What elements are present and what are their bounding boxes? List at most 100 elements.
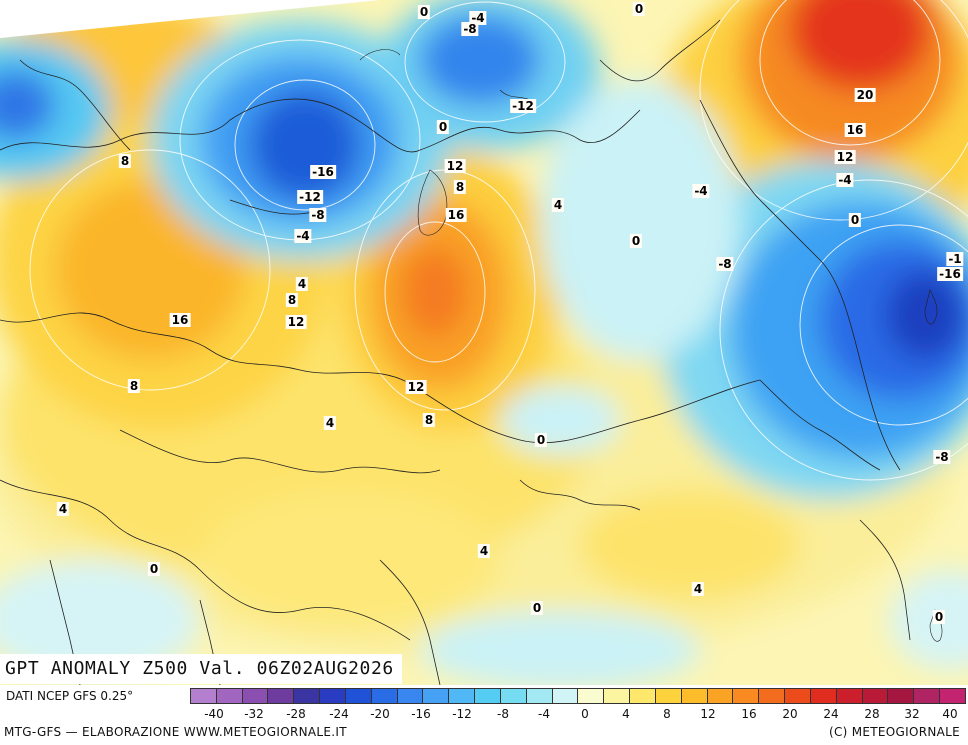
color-scale-cell [836,689,863,703]
contour-label: -8 [933,450,951,464]
color-scale-cell [759,689,786,703]
color-scale-tick-label: 40 [942,707,958,721]
color-scale-cell [500,689,527,703]
credit-text: MTG-GFS — ELABORAZIONE WWW.METEOGIORNALE… [4,725,347,739]
contour-label: -1 [946,252,964,266]
color-scale-tick-label: -28 [286,707,306,721]
contour-label: -8 [716,257,734,271]
data-source: DATI NCEP GFS 0.25° [6,689,134,703]
contour-label: -16 [310,165,336,179]
contour-label: 0 [436,120,450,134]
color-scale-cell [630,689,656,703]
contour-label: -4 [294,229,312,243]
contour-label: 8 [422,413,436,427]
color-scale-cell [862,689,889,703]
color-scale-tick-label: 28 [864,707,880,721]
contour-label: 16 [844,123,866,137]
color-scale-cell [191,689,217,703]
contour-label: 20 [854,88,876,102]
contour-label: 12 [444,159,466,173]
contour-label: -8 [309,208,327,222]
contour-label: 0 [629,234,643,248]
contour-label: 16 [445,208,467,222]
color-scale-cell [655,689,682,703]
color-scale-cell [785,689,811,703]
contour-label: 0 [530,601,544,615]
map-title: GPT ANOMALY Z500 Val. 06Z02AUG2026 [0,654,402,684]
contour-label: 12 [834,150,856,164]
color-scale-tick-label: -8 [497,707,509,721]
color-scale-cell [397,689,424,703]
color-scale-tick-label: -4 [538,707,550,721]
contour-label: 8 [285,293,299,307]
color-scale-tick-label: -32 [244,707,264,721]
contour-label: 8 [127,379,141,393]
anomaly-field [0,0,968,685]
color-scale-tick-label: 8 [663,707,671,721]
color-scale-cell [578,689,605,703]
copyright-text: (C) METEOGIORNALE [828,725,960,739]
color-scale-cell [888,689,915,703]
contour-label: -12 [510,99,536,113]
footer: DATI NCEP GFS 0.25° -40 -32 -28 -24 -20 -16 -1… [0,685,968,745]
contour-label: -4 [692,184,710,198]
color-scale-tick-label: 4 [622,707,630,721]
contour-label: -12 [297,190,323,204]
contour-label: 0 [417,5,431,19]
contour-label: 4 [323,416,337,430]
contour-label: 8 [453,180,467,194]
color-scale-tick-label: 0 [581,707,589,721]
color-scale-cell [268,689,295,703]
color-scale-tick-label: 12 [700,707,716,721]
color-scale-tick-label: 24 [823,707,839,721]
contour-label: 4 [295,277,309,291]
color-scale-cell [423,689,450,703]
color-scale-cell [371,689,398,703]
contour-label: 0 [147,562,161,576]
run-label: RUN GFS 17JUL2026 18Z [6,1,194,17]
color-scale-tick-label: -20 [370,707,390,721]
contour-label: 0 [932,610,946,624]
color-scale-cell [552,689,579,703]
contour-label: 4 [691,582,705,596]
color-scale-cell [681,689,708,703]
contour-label: 8 [118,154,132,168]
color-scale-cell [345,689,372,703]
contour-label: 12 [405,380,427,394]
color-scale-tick-label: 32 [904,707,920,721]
color-scale-ticks: -40 -32 -28 -24 -20 -16 -12 -8 -4 0 4 8 12 16 20 24 28 32… [190,707,966,723]
contour-label: -8 [461,22,479,36]
color-scale-tick-label: 16 [741,707,757,721]
anomaly-map: RUN GFS 17JUL2026 18Z 0 -4 -8 0 20 -12 0 16 -16 8… [0,0,968,685]
contour-label: 12 [285,315,307,329]
contour-label: -16 [937,267,963,281]
color-scale-cell [810,689,837,703]
color-scale-cell [604,689,631,703]
color-scale-cell [320,689,346,703]
color-scale-tick-label: -12 [452,707,472,721]
color-scale-cell [914,689,941,703]
color-scale-tick-label: -40 [204,707,224,721]
contour-label: -4 [469,11,487,25]
color-scale-tick-label: -24 [329,707,349,721]
contour-label: 4 [551,198,565,212]
color-scale-cell [294,689,321,703]
color-scale [190,688,966,704]
contour-label: 0 [848,213,862,227]
contour-label: 4 [56,502,70,516]
color-scale-cell [449,689,476,703]
color-scale-cell [940,689,965,703]
contour-label: 0 [534,433,548,447]
contour-label: 4 [477,544,491,558]
color-scale-cell [242,689,269,703]
color-scale-cell [475,689,501,703]
contour-label: 0 [632,2,646,16]
color-scale-tick-label: 20 [782,707,798,721]
color-scale-tick-label: -16 [411,707,431,721]
contour-label: -4 [836,173,854,187]
color-scale-cell [733,689,760,703]
contour-label: 16 [169,313,191,327]
color-scale-cell [707,689,734,703]
color-scale-cell [526,689,553,703]
color-scale-cell [216,689,243,703]
